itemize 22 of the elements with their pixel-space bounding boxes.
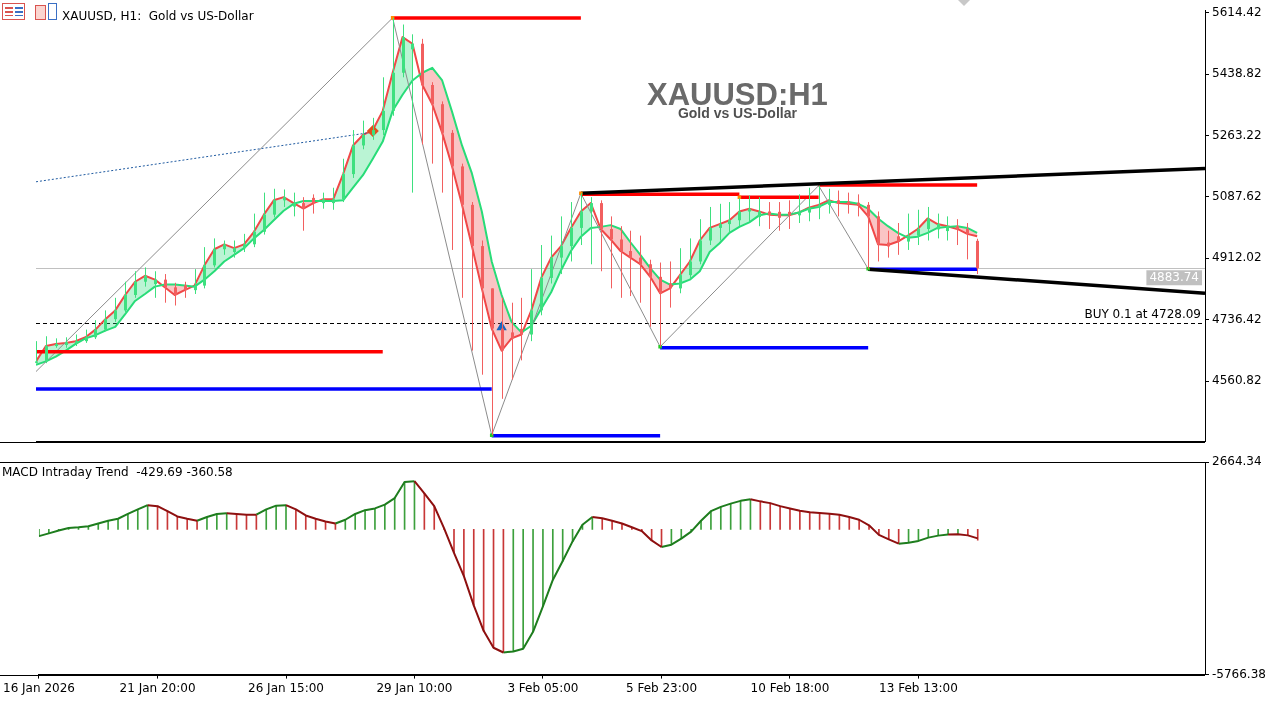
y-tick-label: -5766.38 — [1212, 666, 1266, 681]
x-tick-label: 10 Feb 18:00 — [750, 680, 830, 695]
x-tick-label: 21 Jan 20:00 — [119, 680, 196, 695]
ref-line-label: BUY 0.1 at 4728.09 — [1084, 306, 1201, 321]
x-tick-label: 29 Jan 10:00 — [376, 680, 453, 695]
chart-title: MACD Intraday Trend -429.69 -360.58 — [2, 465, 233, 480]
y-tick-label: 4560.82 — [1212, 373, 1262, 388]
y-tick-label: 5614.42 — [1212, 4, 1262, 19]
y-tick-label: 4736.42 — [1212, 311, 1262, 326]
chart-title: XAUUSD, H1: Gold vs US-Dollar — [62, 9, 254, 24]
y-tick-label: 5438.82 — [1212, 66, 1262, 81]
ref-line-label: 4883.74 — [1149, 270, 1199, 285]
x-tick-label: 5 Feb 23:00 — [625, 680, 698, 695]
y-tick-label: 5087.62 — [1212, 189, 1262, 204]
y-tick-label: 5263.22 — [1212, 127, 1262, 142]
y-tick-label: 2664.34 — [1212, 454, 1262, 469]
x-tick-label: 3 Feb 05:00 — [507, 680, 579, 695]
y-tick-label: 4912.02 — [1212, 250, 1262, 265]
annotation: Gold vs US-Dollar — [677, 105, 798, 122]
x-tick-label: 16 Jan 2026 — [3, 680, 75, 695]
x-tick-label: 26 Jan 15:00 — [248, 680, 324, 695]
x-tick-label: 13 Feb 13:00 — [879, 680, 958, 695]
